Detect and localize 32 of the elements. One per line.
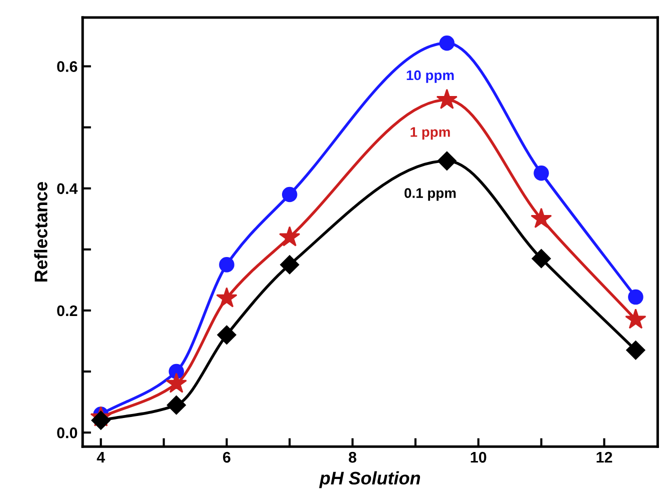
point — [439, 35, 455, 51]
series-label: 0.1 ppm — [404, 188, 456, 201]
x-tick-label: 10 — [470, 452, 486, 463]
point — [279, 226, 300, 246]
point — [534, 165, 549, 181]
point — [91, 410, 110, 430]
point — [166, 396, 186, 415]
y-tick-label: 0.4 — [57, 183, 78, 194]
series-label: 1 ppm — [410, 127, 450, 140]
series-label: 10 ppm — [406, 70, 454, 83]
point — [625, 308, 646, 329]
x-tick-label: 8 — [348, 452, 356, 463]
point — [628, 289, 644, 305]
y-axis-title: Reflectance — [34, 182, 48, 282]
point — [532, 249, 551, 268]
x-tick-label: 4 — [96, 452, 106, 463]
x-axis-title: pH Solution — [319, 471, 420, 488]
y-tick-label: 0.6 — [57, 61, 78, 72]
x-tick-label: 6 — [223, 452, 230, 463]
point — [436, 88, 458, 109]
point — [219, 257, 234, 272]
point — [216, 287, 238, 308]
y-tick-label: 0.2 — [57, 305, 78, 316]
point — [280, 255, 300, 274]
point — [282, 186, 298, 202]
point — [626, 340, 646, 360]
point — [166, 372, 187, 393]
y-tick-label: 0.0 — [57, 427, 78, 438]
point — [530, 208, 552, 228]
point — [437, 151, 456, 170]
x-tick-label: 12 — [596, 452, 612, 463]
point — [217, 325, 236, 344]
